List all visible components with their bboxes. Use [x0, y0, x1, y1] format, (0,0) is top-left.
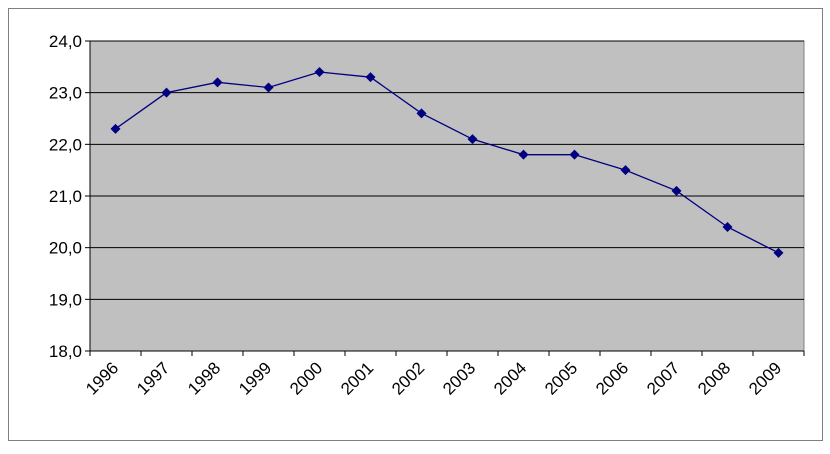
series-line	[115, 71, 779, 254]
data-point	[161, 87, 172, 98]
data-point	[212, 77, 223, 88]
data-point	[314, 67, 325, 77]
y-tick-label: 23,0	[49, 84, 82, 103]
data-point	[773, 247, 784, 258]
y-tick-label: 22,0	[49, 135, 82, 154]
data-point	[365, 72, 376, 83]
data-point	[620, 165, 631, 176]
data-point	[671, 185, 682, 196]
data-point	[569, 149, 580, 160]
data-point	[416, 108, 427, 119]
data-point	[467, 134, 478, 145]
data-point	[110, 123, 121, 134]
y-tick-label: 24,0	[49, 32, 82, 51]
data-point	[263, 82, 274, 93]
data-point	[722, 222, 733, 232]
y-tick-label: 20,0	[49, 239, 82, 258]
y-tick-label: 19,0	[49, 290, 82, 309]
y-tick-label: 21,0	[49, 187, 82, 206]
data-point	[518, 149, 529, 160]
y-tick-label: 18,0	[49, 342, 82, 361]
